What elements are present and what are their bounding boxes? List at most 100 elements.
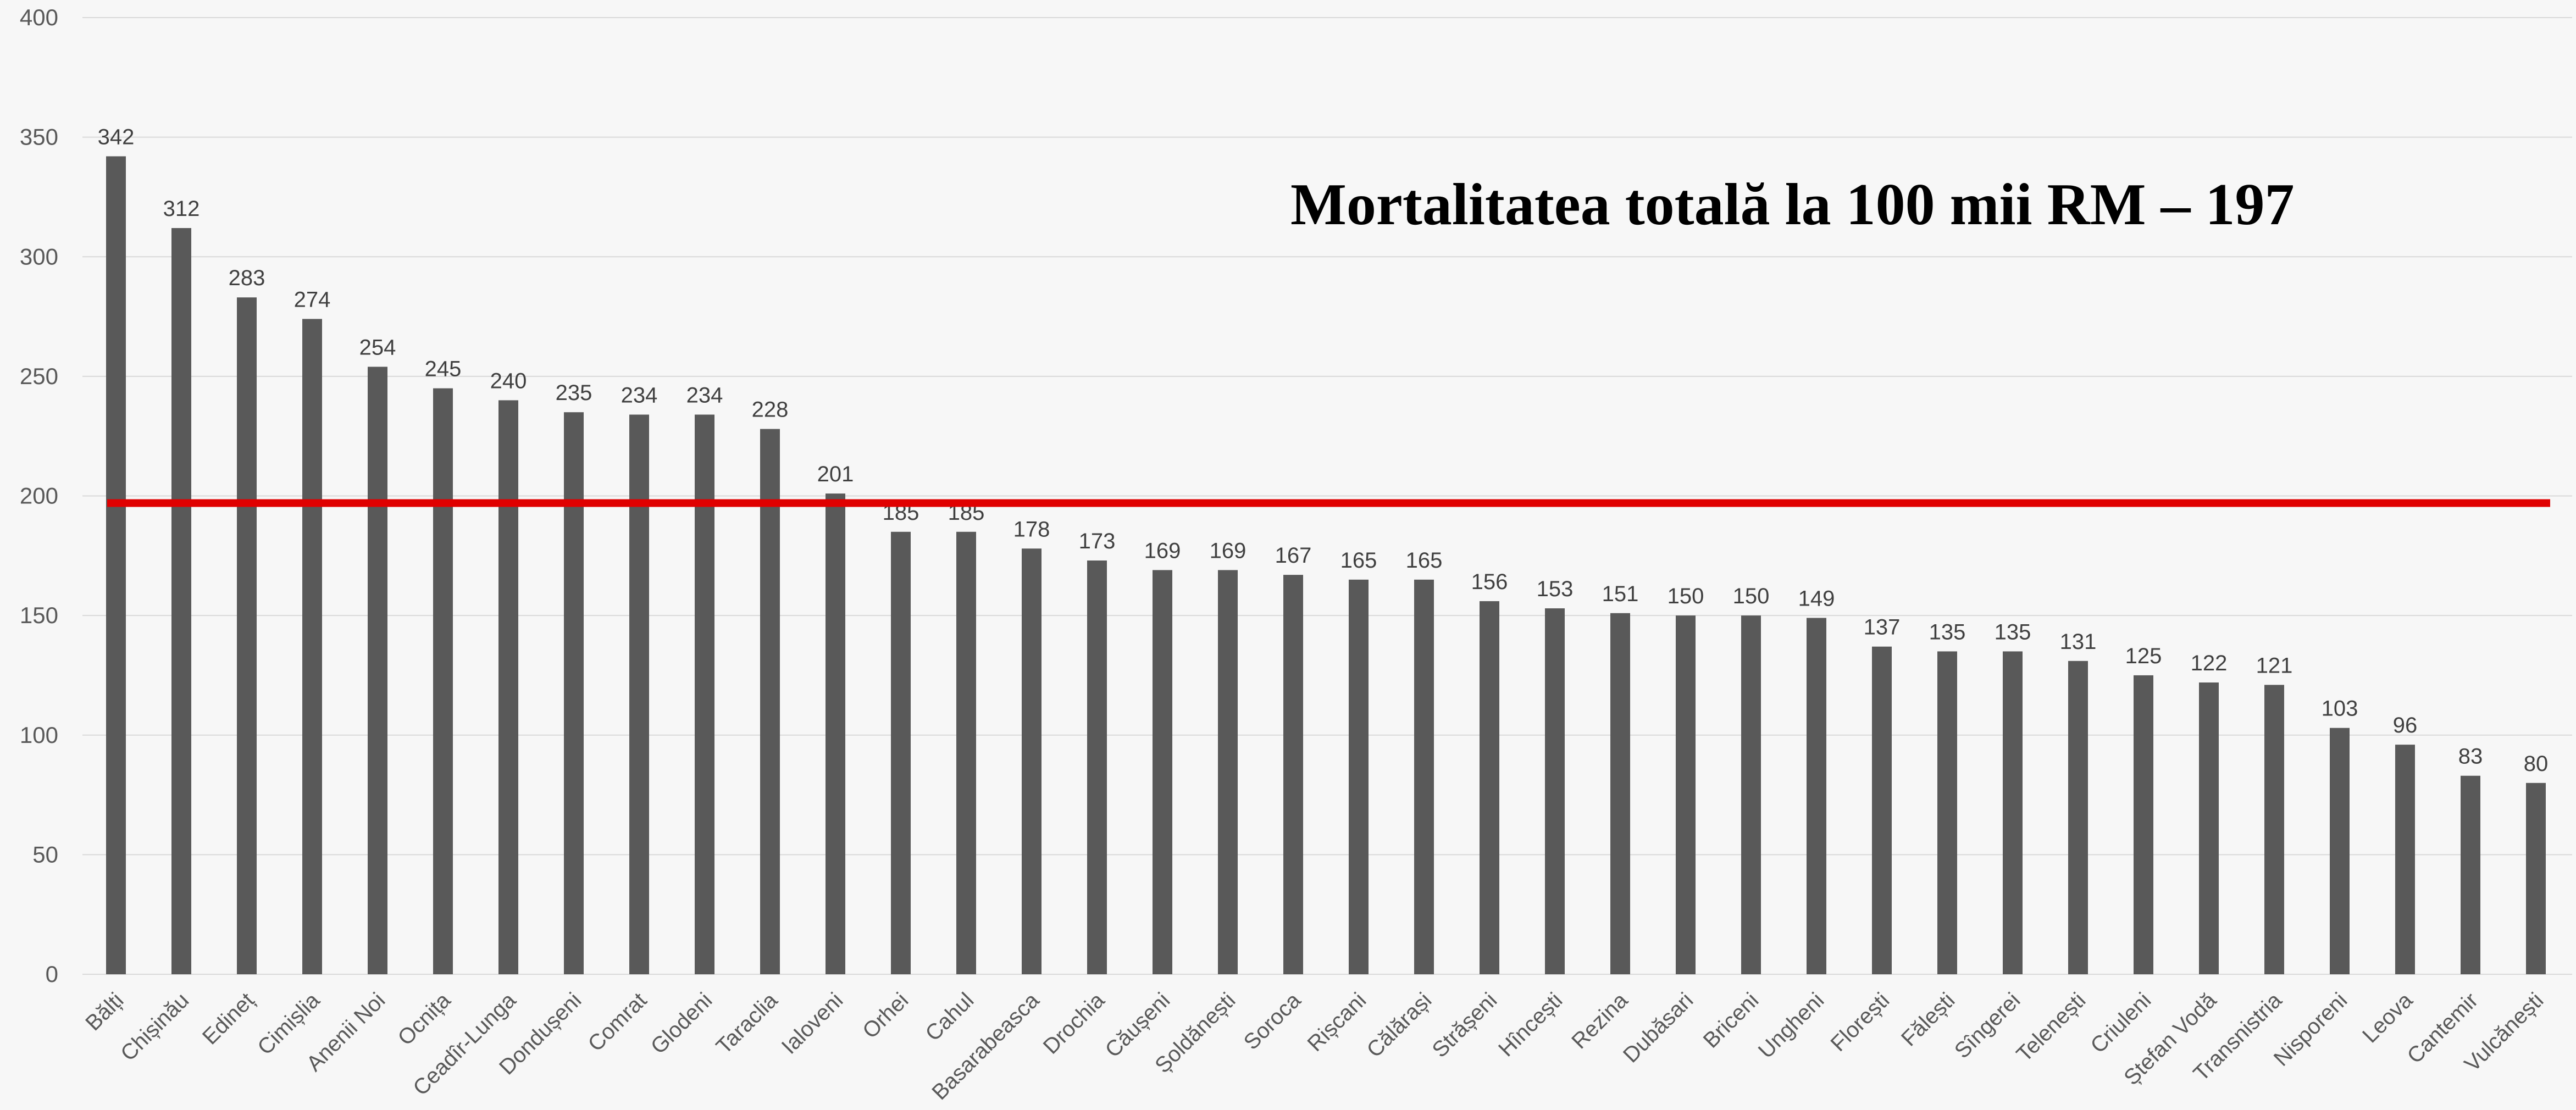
data-label: 135 [1995, 620, 2031, 644]
bar [2264, 685, 2284, 974]
bar [2526, 782, 2546, 974]
bar [302, 319, 322, 974]
bar [760, 429, 780, 974]
y-tick-label: 350 [20, 124, 58, 150]
bar [368, 367, 387, 974]
bar [1218, 570, 1238, 974]
bar [1937, 651, 1957, 974]
data-label: 165 [1406, 548, 1443, 573]
x-tick-label: Drochia [1039, 988, 1110, 1059]
x-tick-label: Rezina [1567, 988, 1633, 1054]
bars [106, 156, 2546, 975]
x-tick-label: Edineț [198, 988, 259, 1049]
bar [1414, 579, 1434, 974]
data-label: 173 [1079, 529, 1116, 553]
bar [237, 297, 257, 975]
data-label: 156 [1471, 570, 1508, 594]
bar [1349, 579, 1369, 974]
data-label: 103 [2322, 697, 2358, 721]
x-tick-label: Hîncești [1494, 988, 1567, 1061]
x-tick-label: Glodeni [646, 988, 717, 1059]
y-axis-ticks: 0 50 100 150 200 250 300 350 400 [20, 4, 58, 987]
bar [106, 156, 126, 974]
bar [1022, 548, 1042, 974]
data-label: 254 [359, 335, 396, 359]
x-tick-label: Soroca [1239, 988, 1306, 1054]
bar [1283, 575, 1303, 974]
bar [2199, 682, 2219, 974]
x-tick-label: Dubăsari [1619, 988, 1698, 1067]
data-label: 169 [1210, 539, 1247, 563]
x-tick-label: Ialoveni [777, 988, 848, 1059]
gridlines [82, 17, 2572, 975]
data-label: 342 [98, 125, 135, 149]
x-tick-label: Ocnița [394, 988, 456, 1050]
data-label: 125 [2125, 644, 2162, 668]
bar [1676, 615, 1696, 974]
bar [1610, 613, 1630, 974]
x-tick-label: Telenești [2012, 988, 2091, 1067]
data-label: 234 [686, 384, 723, 408]
data-label: 96 [2393, 713, 2418, 737]
data-label: 234 [621, 384, 658, 408]
y-tick-label: 50 [32, 841, 58, 867]
data-label: 312 [163, 197, 200, 221]
x-tick-label: Florești [1826, 988, 1894, 1056]
x-tick-label: Chișinău [116, 988, 193, 1065]
data-label: 245 [425, 357, 462, 381]
data-label: 167 [1275, 543, 1312, 568]
data-label: 122 [2191, 651, 2228, 675]
data-label: 178 [1013, 517, 1050, 541]
bar [433, 388, 453, 975]
x-tick-label: Ungheni [1754, 988, 1829, 1063]
bar [498, 400, 518, 974]
bar [1741, 615, 1761, 974]
bar [1807, 618, 1826, 974]
bar [171, 228, 191, 974]
y-tick-label: 150 [20, 602, 58, 628]
x-tick-label: Fălești [1897, 988, 1959, 1051]
x-tick-label: Comrat [584, 988, 652, 1056]
x-tick-label: Rișcani [1303, 988, 1371, 1056]
bar [1545, 608, 1565, 974]
x-tick-label: Cahul [921, 988, 978, 1046]
y-tick-label: 250 [20, 363, 58, 389]
data-label: 149 [1798, 586, 1835, 610]
data-label: 169 [1144, 539, 1181, 563]
bar [1480, 601, 1499, 974]
x-tick-label: Bălți [81, 988, 128, 1035]
data-label: 151 [1602, 582, 1639, 606]
data-label: 150 [1668, 584, 1704, 608]
bar [1872, 646, 1892, 974]
data-label: 135 [1929, 620, 1966, 644]
chart-title: Mortalitatea totală la 100 mii RM – 197 [1290, 172, 2295, 237]
data-label: 121 [2256, 653, 2293, 678]
x-tick-label: Briceni [1699, 988, 1764, 1053]
x-tick-label: Orhei [858, 988, 913, 1043]
data-label: 274 [294, 287, 331, 312]
y-tick-label: 400 [20, 4, 58, 30]
y-tick-label: 300 [20, 243, 58, 269]
y-tick-label: 200 [20, 483, 58, 509]
bar [2395, 745, 2415, 974]
bar [1153, 570, 1172, 974]
data-label: 83 [2458, 745, 2483, 769]
bar [826, 493, 845, 974]
x-tick-label: Taraclia [712, 988, 783, 1059]
y-tick-label: 0 [46, 961, 58, 987]
data-label: 165 [1340, 548, 1377, 573]
data-label: 228 [752, 398, 789, 422]
data-label: 150 [1733, 584, 1770, 608]
bar [629, 414, 649, 974]
data-label: 235 [556, 381, 592, 405]
bar [2134, 675, 2153, 974]
bar [2003, 651, 2023, 974]
data-label: 283 [229, 266, 265, 290]
data-label: 131 [2060, 630, 2097, 654]
x-tick-label: Călărași [1362, 988, 1437, 1062]
bar [2461, 775, 2480, 974]
data-label: 137 [1864, 615, 1901, 640]
